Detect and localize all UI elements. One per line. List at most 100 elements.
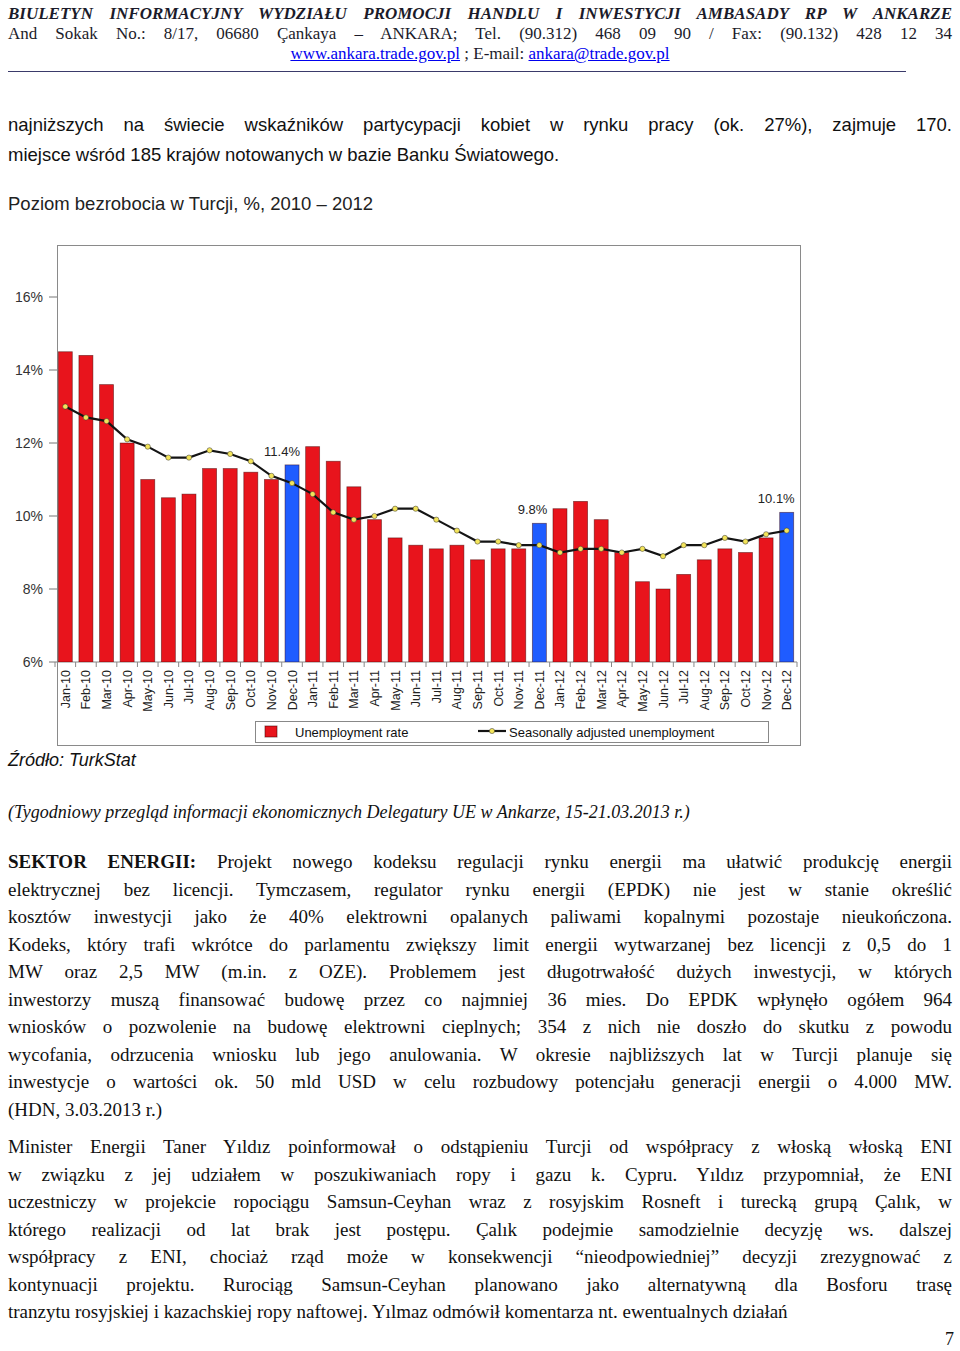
- paragraph-text: kontynuacji projektu. Rurociąg Samsun-Ce…: [8, 1274, 952, 1295]
- paragraph-line: (HDN, 3.03.2013 r.): [8, 1096, 952, 1124]
- bar: [450, 545, 464, 662]
- x-tick: [343, 662, 344, 667]
- x-tick: [549, 662, 550, 667]
- paragraph-text: elektrycznej bez licencji. Tymczasem, re…: [8, 879, 952, 900]
- paragraph-line: kontynuacji projektu. Rurociąg Samsun-Ce…: [8, 1271, 952, 1299]
- bar: [780, 512, 794, 662]
- x-tick-label: Dec-10: [286, 670, 300, 710]
- bar: [285, 465, 299, 662]
- paragraph-text: wniosków o pozwolenie na budowę elektrow…: [8, 1016, 952, 1037]
- bar: [223, 469, 237, 662]
- bar: [553, 509, 567, 662]
- x-tick-label: Sep-11: [471, 670, 485, 709]
- email-link: ankara@trade.gov.pl: [529, 44, 670, 63]
- x-tick: [199, 662, 200, 667]
- marker: [557, 550, 562, 555]
- paragraph-text: współpracy z ENI, chociaż rząd może w ko…: [8, 1246, 952, 1267]
- x-tick-label: May-12: [636, 670, 650, 712]
- paragraph-text: Minister Energii Taner Yıldız poinformow…: [8, 1136, 952, 1157]
- bar: [58, 352, 72, 662]
- bar: [512, 549, 526, 662]
- x-tick: [529, 662, 530, 667]
- bar: [759, 538, 773, 662]
- x-tick: [261, 662, 262, 667]
- y-tick-label: 6%: [23, 654, 43, 670]
- x-tick-label: Feb-11: [327, 670, 341, 709]
- x-tick: [693, 662, 694, 667]
- citation: (Tygodniowy przegląd informacji ekonomic…: [8, 798, 952, 826]
- marker: [763, 532, 768, 537]
- y-tick: [49, 443, 57, 444]
- legend-box: [256, 722, 769, 743]
- paragraph-text: (HDN, 3.03.2013 r.): [8, 1099, 162, 1120]
- x-tick-label: Jan-11: [306, 670, 320, 707]
- data-label: 11.4%: [264, 444, 300, 459]
- paragraph-line: elektrycznej bez licencji. Tymczasem, re…: [8, 876, 952, 904]
- legend-label: Unemployment rate: [295, 725, 408, 740]
- paragraph-line: inwestorzy muszą finansować budowę przez…: [8, 986, 952, 1014]
- legend-label: Seasonally adjusted unemployment: [509, 725, 715, 740]
- marker: [104, 419, 109, 424]
- x-tick-label: Jul-12: [677, 670, 691, 704]
- bar: [244, 472, 258, 662]
- bar: [182, 494, 196, 662]
- x-tick: [96, 662, 97, 667]
- paragraph-text: którego realizacji od lat brak jest post…: [8, 1219, 952, 1240]
- y-tick: [49, 516, 57, 517]
- x-tick: [405, 662, 406, 667]
- x-tick-label: Aug-11: [450, 670, 464, 709]
- data-labels: 11.4%9.8%10.1%: [264, 444, 795, 517]
- paragraph-line: tranzytu rosyjskiej i kazachskiej ropy n…: [8, 1298, 952, 1326]
- x-tick: [178, 662, 179, 667]
- x-tick: [776, 662, 777, 667]
- x-tick: [467, 662, 468, 667]
- bar: [615, 553, 629, 663]
- x-tick: [55, 662, 56, 667]
- paragraph-text: tranzytu rosyjskiej i kazachskiej ropy n…: [8, 1301, 788, 1322]
- marker: [681, 543, 686, 548]
- x-tick-label: Jun-11: [409, 670, 423, 707]
- x-tick-label: Oct-12: [739, 670, 753, 708]
- x-tick: [446, 662, 447, 667]
- plot-marks: [58, 352, 793, 662]
- bar: [326, 461, 340, 662]
- bar: [141, 480, 155, 663]
- legend-marker: [489, 728, 494, 733]
- paragraph-line: SEKTOR ENERGII: Projekt nowego kodeksu r…: [8, 848, 952, 876]
- x-tick-label: Dec-12: [780, 670, 794, 710]
- y-tick-label: 10%: [15, 508, 43, 524]
- bar: [79, 355, 93, 662]
- bar: [388, 538, 402, 662]
- marker: [619, 550, 624, 555]
- x-tick-label: Dec-11: [533, 670, 547, 709]
- marker: [372, 513, 377, 518]
- marker: [743, 539, 748, 544]
- x-tick-label: Aug-12: [698, 670, 712, 710]
- paragraph-text: inwestycje o wartości ok. 50 mld USD w c…: [8, 1071, 952, 1092]
- y-tick: [49, 297, 57, 298]
- x-tick: [137, 662, 138, 667]
- x-tick: [714, 662, 715, 667]
- paragraph-text: Projekt nowego kodeksu regulacji rynku e…: [217, 851, 952, 872]
- y-tick: [49, 370, 57, 371]
- x-tick-label: Jun-12: [657, 670, 671, 708]
- x-tick-label: Sep-10: [224, 670, 238, 710]
- header-rule: [8, 71, 906, 72]
- paragraph-text: kosztów inwestycji jako że 40% elektrown…: [8, 906, 952, 927]
- x-tick: [158, 662, 159, 667]
- x-tick-label: Jun-10: [162, 670, 176, 708]
- x-tick: [75, 662, 76, 667]
- header-title: BIULETYN INFORMACYJNY WYDZIAŁU PROMOCJI …: [8, 0, 952, 28]
- intro-line: miejsce wśród 185 krajów notowanych w ba…: [8, 141, 952, 169]
- marker: [454, 528, 459, 533]
- marker: [578, 546, 583, 551]
- bar: [635, 582, 649, 662]
- bar: [347, 487, 361, 662]
- website-link: www.ankara.trade.gov.pl: [290, 44, 460, 63]
- marker: [496, 539, 501, 544]
- paragraph-text: inwestorzy muszą finansować budowę przez…: [8, 989, 952, 1010]
- marker: [784, 528, 789, 533]
- bar: [738, 553, 752, 663]
- bar: [656, 589, 670, 662]
- marker: [310, 492, 315, 497]
